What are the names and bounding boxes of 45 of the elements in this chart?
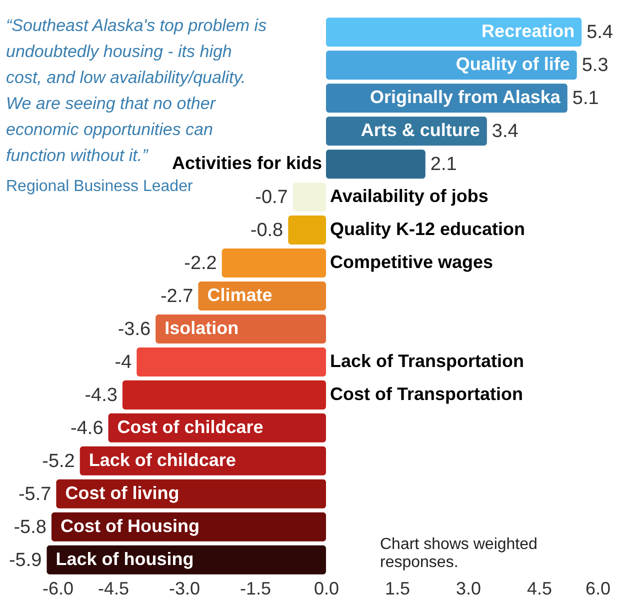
annotation: Chart shows weighted responses. [380,536,538,571]
x-tick-label: -1.5 [240,578,272,598]
y-tick-label: Competitive wages [330,252,494,272]
y-tick-label: Cost of childcare [117,416,264,437]
data-label: -4.3 [84,384,118,406]
y-tick-label: Quality of life [456,54,570,74]
y-tick-label: Lack of childcare [88,450,236,470]
x-tick-label: 4.5 [526,578,552,598]
data-label: 5.3 [582,55,608,76]
y-tick-label: Lack of housing [56,548,194,569]
y-tick-label: Quality K-12 education [330,219,526,240]
y-tick-label: Originally from Alaska [370,87,562,108]
x-tick-label: 6.0 [585,578,610,598]
y-tick-label: Cost of Transportation [330,384,523,404]
y-tick-label: Isolation [164,318,239,338]
data-label: -2.2 [184,253,217,274]
data-label: -5.9 [8,550,42,571]
data-label: -2.7 [160,286,194,307]
data-label: -5.8 [14,516,46,538]
x-tick-label: -4.5 [98,578,130,598]
x-tick-label: -6.0 [42,578,74,598]
data-label: 5.1 [572,88,599,110]
y-tick-label: Availability of jobs [330,186,488,206]
x-tick-label: 1.5 [384,578,410,598]
data-label: -3.6 [118,318,151,340]
x-tick-label: 3.0 [456,578,482,598]
y-tick-label: Activities for kids [172,153,322,174]
data-label: -4.6 [70,418,104,439]
data-label: 3.4 [492,121,519,142]
x-tick-label: -3.0 [168,578,200,598]
y-tick-label: Arts & culture [360,120,480,140]
data-label: -5.7 [18,484,52,505]
y-tick-label: Recreation [482,21,575,42]
y-tick-label: Cost of living [65,482,180,503]
y-tick-label: Cost of Housing [60,516,200,536]
data-label: -4 [114,352,132,373]
data-label: -5.2 [42,450,75,472]
x-tick-label: 0.0 [314,578,340,598]
annotation: Regional Business Leader [6,178,194,195]
y-tick-label: Lack of Transportation [330,350,524,371]
y-tick-label: Climate [207,285,272,305]
data-label: -0.8 [250,220,284,242]
data-label: 2.1 [430,154,457,176]
data-label: 5.4 [586,22,614,44]
data-label: -0.7 [255,187,288,208]
